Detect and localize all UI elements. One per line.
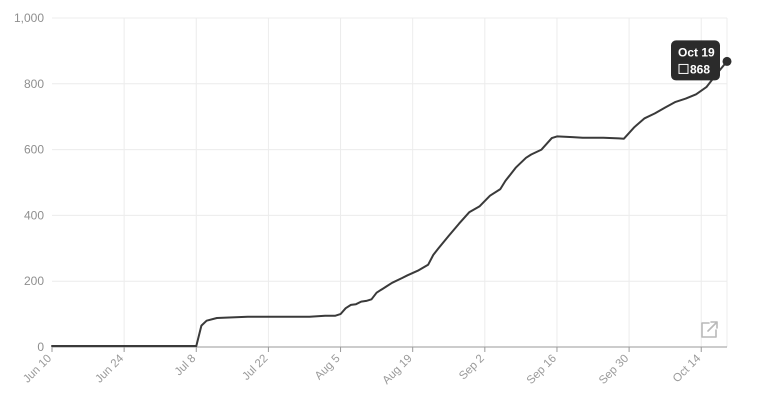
y-tick-label: 1,000 bbox=[14, 11, 44, 25]
x-axis-ticks: Jun 10 Jun 24 Jul 8 Jul 22 Aug 5 Aug 19 Sep 2 S… bbox=[21, 347, 704, 387]
open-external-icon[interactable] bbox=[700, 321, 718, 339]
series-line[interactable] bbox=[51, 60, 728, 347]
x-tick-label: Aug 5 bbox=[313, 353, 343, 383]
open-external-frame bbox=[701, 322, 717, 338]
y-tick-label: 800 bbox=[24, 77, 44, 91]
y-axis-ticks: 0 200 400 600 800 1,000 bbox=[14, 11, 44, 354]
x-tick-label: Sep 30 bbox=[597, 353, 631, 387]
gridlines bbox=[52, 17, 728, 347]
x-tick-label: Jun 10 bbox=[21, 353, 54, 386]
x-tick-label: Sep 16 bbox=[525, 353, 559, 387]
x-tick-label: Oct 14 bbox=[671, 352, 704, 385]
y-tick-label: 200 bbox=[24, 274, 44, 288]
tooltip: Oct 19 868 bbox=[671, 40, 720, 81]
series-end-point[interactable] bbox=[722, 56, 732, 66]
y-tick-label: 400 bbox=[24, 208, 44, 222]
tooltip-box bbox=[671, 40, 720, 81]
x-tick-label: Sep 2 bbox=[457, 353, 487, 383]
tooltip-value: 868 bbox=[690, 62, 710, 76]
x-tick-label: Jul 8 bbox=[173, 353, 199, 379]
y-tick-label: 600 bbox=[24, 143, 44, 157]
x-tick-label: Jun 24 bbox=[93, 352, 126, 385]
tooltip-date: Oct 19 bbox=[678, 45, 715, 59]
y-tick-label: 0 bbox=[37, 340, 44, 354]
x-tick-label: Aug 19 bbox=[381, 353, 415, 387]
tooltip-swatch-icon bbox=[678, 63, 689, 74]
x-tick-label: Jul 22 bbox=[240, 353, 270, 383]
open-external-arrow bbox=[707, 321, 718, 332]
